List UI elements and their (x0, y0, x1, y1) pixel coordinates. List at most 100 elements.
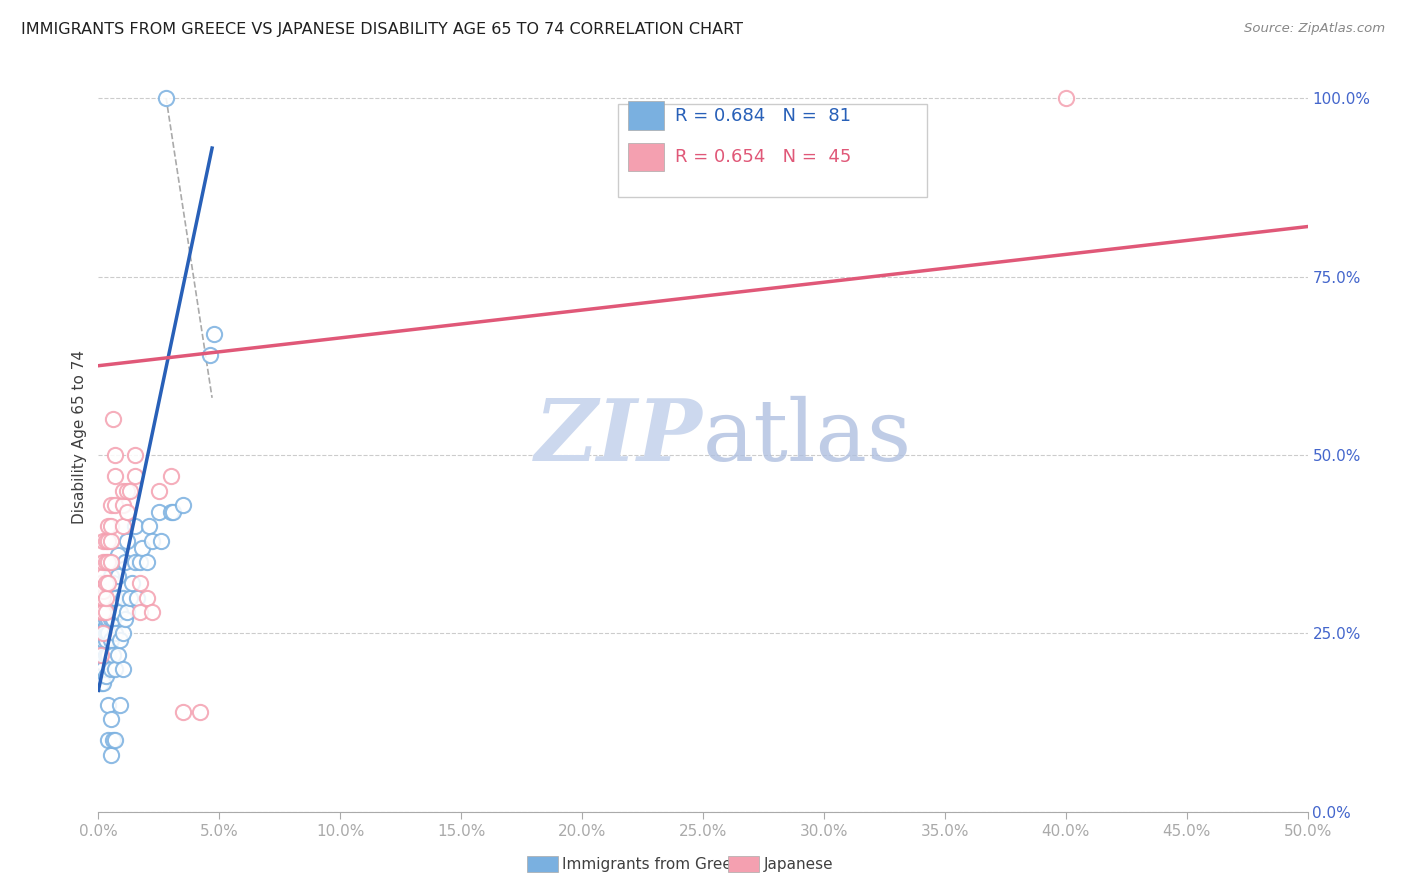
Point (94, 555, 117, 569)
Point (100, 712, 122, 726)
Point (101, 412, 124, 426)
Point (100, 555, 122, 569)
Point (91, 676, 114, 690)
Point (141, 605, 163, 619)
Point (97, 519, 120, 533)
Point (117, 605, 139, 619)
Point (111, 498, 134, 512)
Point (100, 612, 122, 626)
Point (104, 733, 127, 747)
Point (131, 541, 153, 555)
Point (1054, 91, 1077, 105)
Point (91, 583, 114, 598)
Point (117, 483, 139, 498)
Point (91, 591, 114, 605)
Point (204, 326, 226, 341)
Point (135, 555, 157, 569)
Point (90, 626, 112, 640)
Point (107, 648, 129, 662)
Point (111, 591, 134, 605)
Point (148, 483, 170, 498)
Point (107, 569, 129, 583)
Point (104, 469, 127, 483)
Point (97, 612, 120, 626)
Point (90, 591, 112, 605)
Text: R = 0.684   N =  81: R = 0.684 N = 81 (675, 107, 851, 125)
Point (128, 605, 150, 619)
Point (91, 662, 114, 676)
Point (124, 519, 146, 533)
Point (97, 576, 120, 591)
Point (94, 533, 117, 548)
Text: atlas: atlas (703, 395, 912, 479)
FancyBboxPatch shape (619, 103, 927, 197)
Point (90, 605, 112, 619)
Point (162, 505, 184, 519)
Point (160, 469, 183, 483)
Point (94, 591, 117, 605)
Point (104, 662, 127, 676)
Point (90, 669, 112, 683)
Point (94, 591, 117, 605)
Point (138, 519, 160, 533)
Point (91, 648, 114, 662)
Point (90, 655, 112, 669)
Point (100, 555, 122, 569)
Point (97, 648, 120, 662)
Point (90, 619, 112, 633)
Point (91, 605, 114, 619)
Point (90, 633, 112, 648)
Point (91, 605, 114, 619)
Point (91, 612, 114, 626)
Text: ZIP: ZIP (536, 395, 703, 479)
Point (117, 505, 139, 519)
Point (94, 612, 117, 626)
Point (128, 576, 150, 591)
Point (100, 591, 122, 605)
Point (107, 605, 129, 619)
Point (97, 733, 120, 747)
Point (94, 648, 117, 662)
Y-axis label: Disability Age 65 to 74: Disability Age 65 to 74 (72, 350, 87, 524)
Point (114, 612, 136, 626)
Point (124, 555, 146, 569)
Text: R = 0.654   N =  45: R = 0.654 N = 45 (675, 148, 852, 166)
Point (97, 698, 120, 712)
Point (100, 498, 122, 512)
Point (114, 555, 136, 569)
Point (91, 555, 114, 569)
Point (91, 569, 114, 583)
Point (91, 640, 114, 655)
Point (101, 612, 124, 626)
Point (91, 533, 114, 548)
Point (94, 605, 117, 619)
Point (172, 705, 194, 719)
Point (104, 498, 127, 512)
Point (108, 605, 131, 619)
Bar (628, 143, 664, 171)
Point (100, 633, 122, 648)
Point (108, 633, 131, 648)
Point (118, 483, 141, 498)
Text: Source: ZipAtlas.com: Source: ZipAtlas.com (1244, 22, 1385, 36)
Point (94, 605, 117, 619)
Point (160, 505, 183, 519)
Point (111, 662, 134, 676)
Point (188, 705, 211, 719)
Point (90, 676, 112, 690)
Bar (628, 102, 664, 130)
Point (135, 591, 157, 605)
Point (94, 669, 117, 683)
Point (141, 533, 163, 548)
Point (97, 533, 120, 548)
Point (127, 591, 149, 605)
Point (118, 591, 141, 605)
Point (90, 576, 112, 591)
Point (94, 576, 117, 591)
Point (104, 626, 127, 640)
Point (107, 548, 129, 562)
Point (94, 619, 117, 633)
Point (90, 648, 112, 662)
Point (97, 591, 120, 605)
Point (101, 591, 124, 605)
